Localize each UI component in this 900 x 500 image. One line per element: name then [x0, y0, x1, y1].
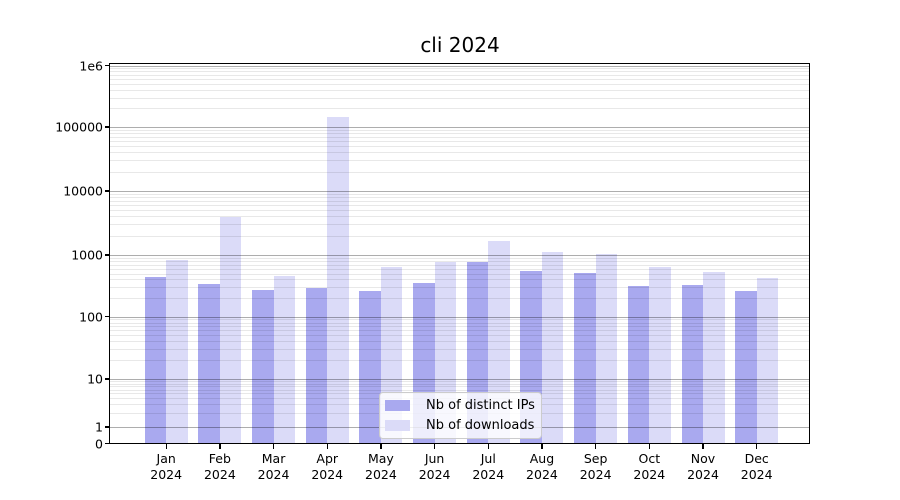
y-tick-mark	[105, 126, 110, 128]
x-tick-label: Oct 2024	[633, 451, 666, 482]
x-tick-mark	[541, 444, 543, 449]
gridline-minor	[110, 197, 809, 199]
gridline-minor	[110, 224, 809, 226]
bar-downloads-jan	[166, 260, 188, 443]
bar-downloads-nov	[703, 272, 725, 443]
bar-downloads-aug	[541, 252, 564, 443]
bar-distinct-ips-apr	[305, 288, 328, 443]
x-tick-label: Dec 2024	[740, 451, 773, 482]
gridline-minor	[110, 108, 809, 110]
bar-distinct-ips-may	[359, 290, 381, 443]
y-tick-mark	[105, 315, 110, 318]
gridline-minor	[110, 89, 809, 91]
chart-title: cli 2024	[420, 33, 500, 57]
gridline-minor	[110, 136, 809, 138]
y-tick-mark	[105, 426, 110, 428]
gridline-minor	[110, 71, 809, 73]
x-tick-mark	[272, 444, 275, 449]
x-tick-mark	[594, 444, 597, 449]
gridline-major	[110, 255, 809, 256]
gridline-major	[110, 65, 809, 67]
bar-distinct-ips-sep	[574, 273, 596, 443]
x-tick-mark	[702, 444, 704, 449]
gridline-minor	[110, 205, 809, 207]
gridline-minor	[110, 152, 809, 154]
gridline-minor	[110, 133, 809, 135]
x-tick-mark	[219, 444, 221, 449]
gridline-major	[110, 127, 809, 128]
bar-downloads-sep	[595, 254, 618, 443]
gridline-minor	[110, 97, 809, 99]
y-tick-mark	[105, 378, 110, 380]
x-tick-label: May 2024	[365, 451, 397, 482]
gridline-minor	[110, 171, 809, 173]
bar-distinct-ips-mar	[252, 290, 274, 443]
bar-downloads-dec	[756, 277, 779, 443]
y-tick-label: 10000	[63, 183, 103, 199]
gridline-minor	[110, 79, 809, 81]
bar-distinct-ips-feb	[198, 283, 220, 443]
y-tick-label: 1	[95, 419, 103, 435]
x-tick-label: Feb 2024	[203, 451, 236, 482]
y-tick-mark	[105, 254, 110, 256]
bar-downloads-apr	[327, 117, 349, 443]
bar-distinct-ips-oct	[627, 285, 650, 443]
legend-swatch-downloads	[385, 420, 410, 431]
gridline-minor	[110, 268, 809, 270]
gridline-major	[110, 191, 809, 192]
x-tick-label: Mar 2024	[257, 451, 290, 482]
y-tick-label: 1000	[71, 247, 103, 263]
x-tick-mark	[755, 444, 758, 449]
y-tick-mark	[105, 190, 110, 192]
x-tick-mark	[326, 444, 328, 449]
legend-item-downloads: Nb of downloads	[385, 418, 535, 433]
legend-label: Nb of downloads	[426, 418, 535, 433]
x-tick-label: Sep 2024	[579, 451, 612, 482]
gridline-minor	[110, 68, 809, 70]
x-tick-mark	[648, 444, 650, 449]
gridline-minor	[110, 260, 809, 262]
chart-legend: Nb of distinct IPs Nb of downloads	[379, 392, 542, 439]
gridline-minor	[110, 193, 809, 195]
gridline-minor	[110, 129, 809, 131]
legend-label: Nb of distinct IPs	[426, 398, 535, 413]
y-tick-label: 100000	[55, 119, 103, 135]
gridline-minor	[110, 235, 809, 237]
y-tick-label: 1e6	[79, 58, 103, 73]
x-tick-mark	[433, 444, 436, 449]
x-tick-mark	[487, 444, 489, 449]
x-tick-label: Jan 2024	[150, 451, 183, 482]
bar-downloads-oct	[649, 266, 671, 443]
x-tick-mark	[165, 444, 167, 449]
gridline-minor	[110, 75, 809, 77]
y-tick-label: 10	[87, 371, 103, 387]
y-tick-label: 0	[95, 436, 103, 451]
bar-distinct-ips-jan	[144, 276, 167, 443]
gridline-minor	[110, 141, 809, 143]
gridline-minor	[110, 264, 809, 266]
bar-distinct-ips-nov	[681, 285, 703, 443]
x-tick-mark	[380, 444, 382, 449]
x-tick-label: Apr 2024	[311, 451, 344, 482]
x-tick-label: Jun 2024	[418, 451, 451, 482]
y-tick-mark	[105, 64, 110, 67]
bar-downloads-feb	[219, 217, 242, 443]
gridline-minor	[110, 216, 809, 218]
legend-swatch-ips	[385, 400, 410, 411]
gridline-minor	[110, 210, 809, 212]
x-tick-label: Jul 2024	[472, 451, 505, 482]
gridline-minor	[110, 200, 809, 202]
gridline-minor	[110, 84, 809, 85]
legend-item-distinct-ips: Nb of distinct IPs	[385, 398, 535, 413]
gridline-minor	[110, 257, 809, 259]
gridline-minor	[110, 146, 809, 148]
x-tick-label: Nov 2024	[687, 451, 719, 482]
y-tick-mark	[105, 442, 110, 445]
bar-distinct-ips-dec	[735, 291, 757, 443]
y-tick-label: 100	[79, 309, 103, 324]
x-tick-label: Aug 2024	[526, 451, 558, 482]
bar-downloads-mar	[273, 275, 296, 443]
gridline-minor	[110, 160, 809, 162]
